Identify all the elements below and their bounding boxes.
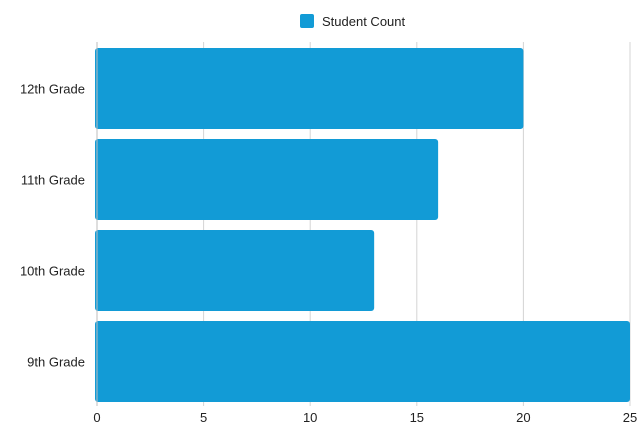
legend-swatch <box>300 14 314 28</box>
x-axis-labels: 0 5 10 15 20 25 <box>93 410 637 425</box>
x-tick-label: 0 <box>93 410 100 425</box>
bar-9th-grade[interactable] <box>95 321 630 402</box>
legend[interactable]: Student Count <box>300 14 406 29</box>
x-tick-label: 15 <box>410 410 424 425</box>
x-tick-label: 20 <box>516 410 530 425</box>
x-tick-label: 10 <box>303 410 317 425</box>
y-tick-label: 11th Grade <box>21 173 85 188</box>
bar-12th-grade[interactable] <box>95 48 524 129</box>
y-tick-label: 10th Grade <box>20 264 85 279</box>
x-tick-label: 25 <box>623 410 637 425</box>
bars <box>95 48 630 402</box>
bar-10th-grade[interactable] <box>95 230 375 311</box>
legend-label: Student Count <box>322 14 406 29</box>
bar-11th-grade[interactable] <box>95 139 439 220</box>
y-tick-label: 12th Grade <box>20 82 85 97</box>
y-tick-label: 9th Grade <box>27 355 85 370</box>
x-tick-label: 5 <box>200 410 207 425</box>
y-axis-labels: 12th Grade 11th Grade 10th Grade 9th Grade <box>20 82 85 370</box>
